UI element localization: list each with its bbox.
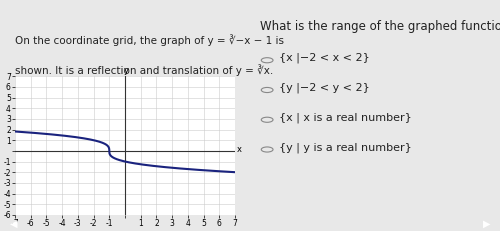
Text: On the coordinate grid, the graph of y = ∛−x − 1 is: On the coordinate grid, the graph of y =… — [15, 35, 284, 46]
Text: {y |−2 < y < 2}: {y |−2 < y < 2} — [280, 83, 370, 93]
Text: {y | y is a real number}: {y | y is a real number} — [280, 142, 412, 153]
Text: y: y — [124, 66, 129, 75]
Text: x: x — [236, 145, 242, 154]
Text: {x |−2 < x < 2}: {x |−2 < x < 2} — [280, 53, 370, 63]
Text: ▶: ▶ — [482, 219, 490, 229]
Text: shown. It is a reflection and translation of y = ∛x.: shown. It is a reflection and translatio… — [15, 64, 273, 76]
Text: What is the range of the graphed function?: What is the range of the graphed functio… — [260, 20, 500, 33]
Text: {x | x is a real number}: {x | x is a real number} — [280, 112, 412, 123]
Text: ◀: ◀ — [10, 219, 18, 229]
